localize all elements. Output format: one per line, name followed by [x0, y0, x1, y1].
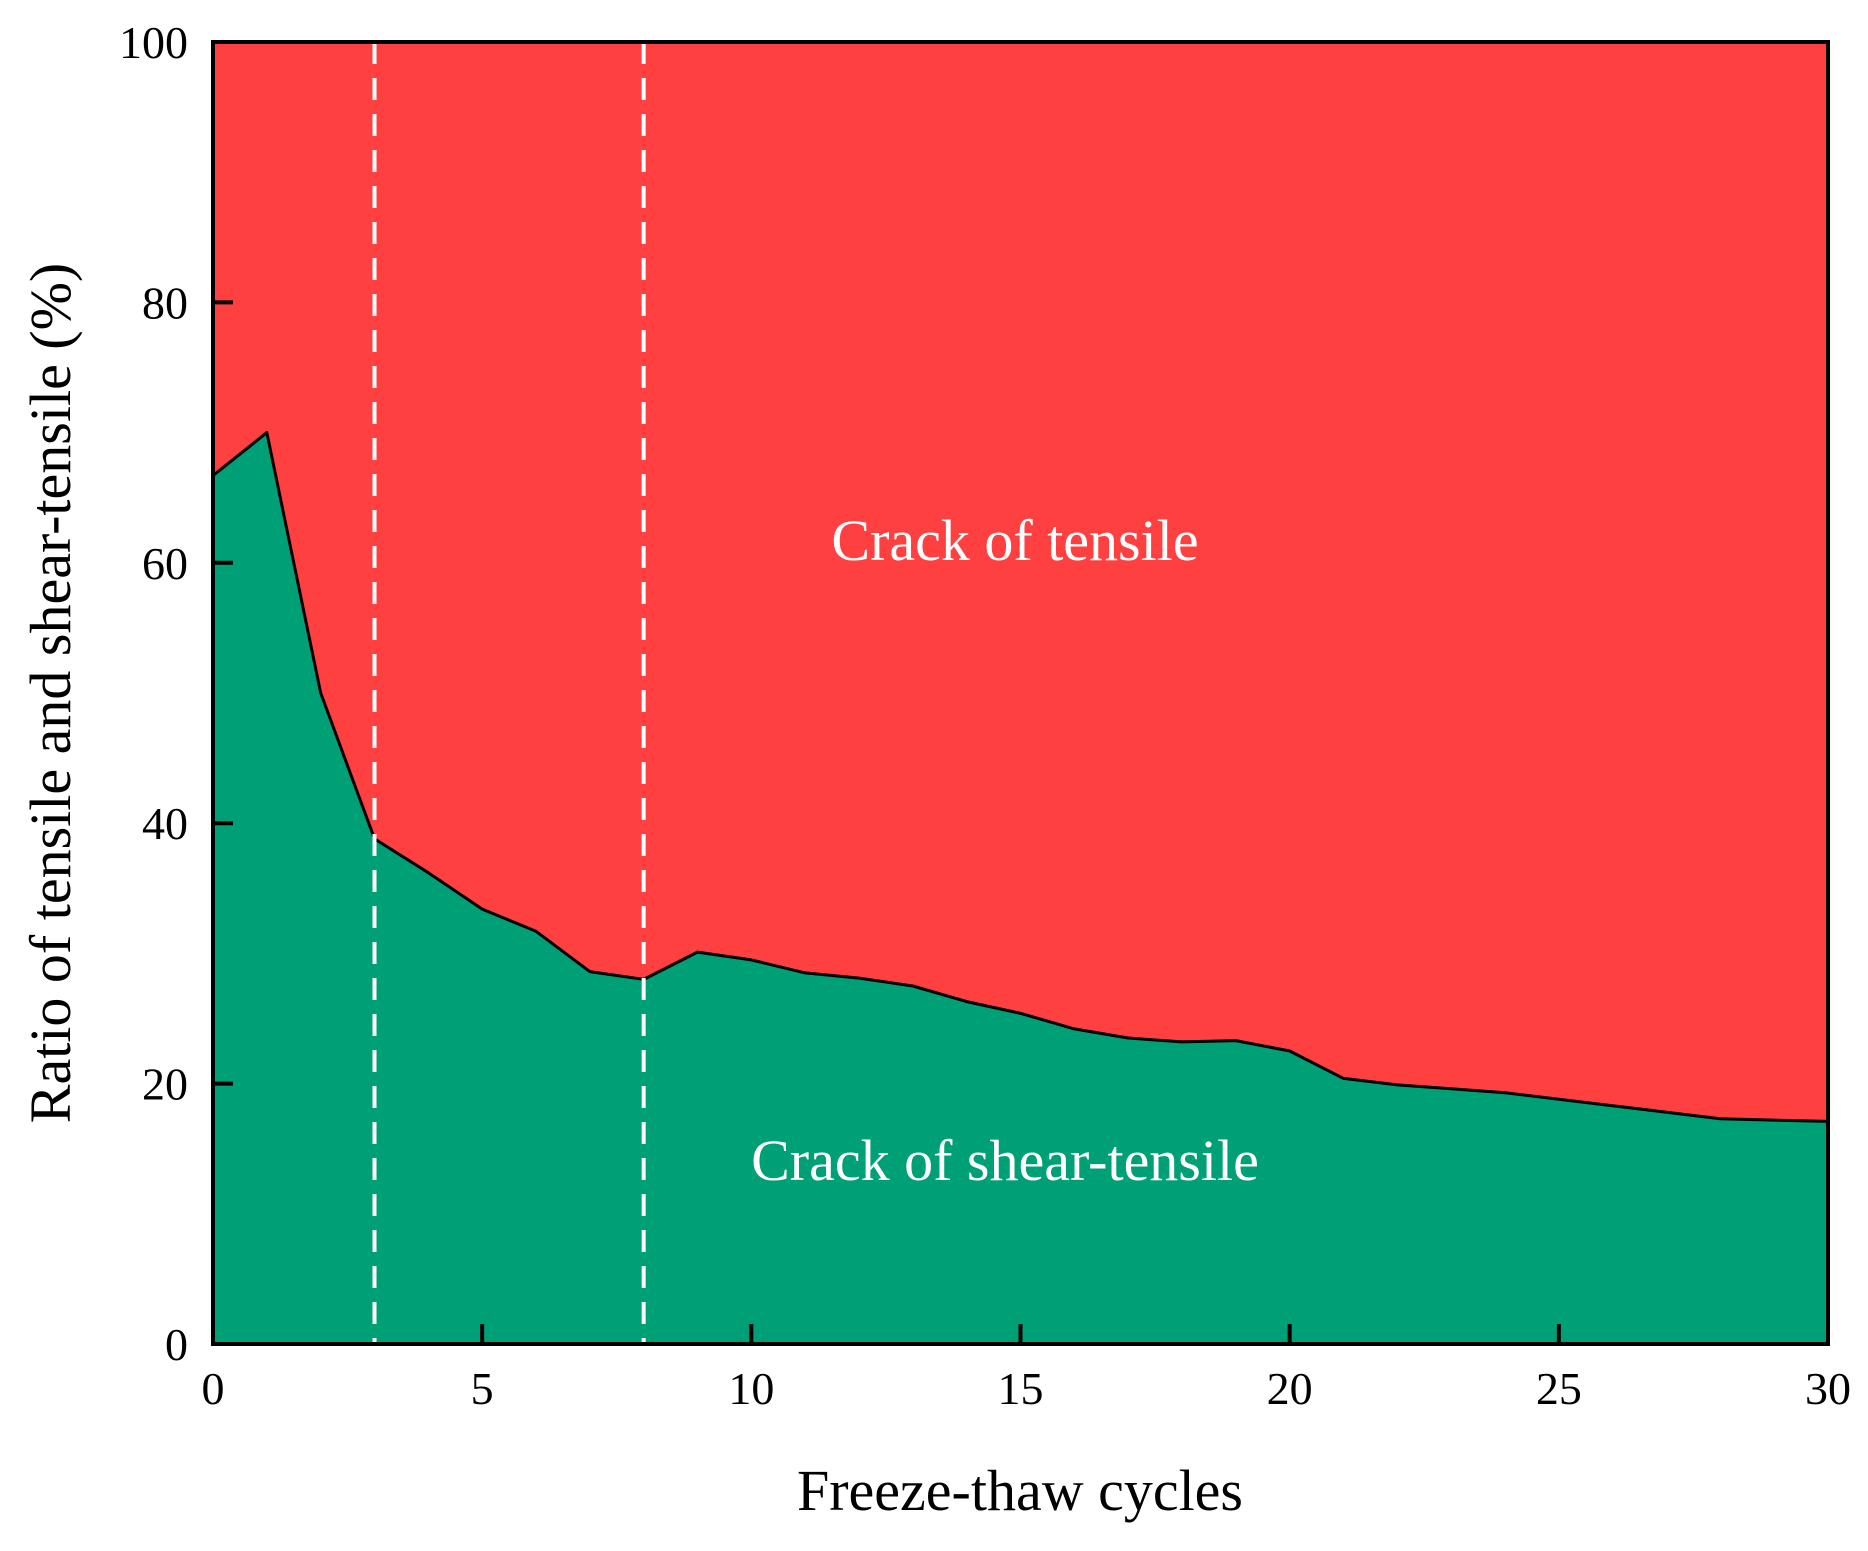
shear-tensile-region-label: Crack of shear-tensile	[751, 1128, 1259, 1193]
y-tick-label: 100	[119, 17, 188, 68]
x-tick-label: 10	[728, 1363, 774, 1414]
x-tick-label: 5	[471, 1363, 494, 1414]
x-tick-label: 25	[1536, 1363, 1582, 1414]
y-tick-label: 60	[142, 538, 188, 589]
x-tick-label: 20	[1267, 1363, 1313, 1414]
shear-tensile-area	[213, 432, 1828, 1345]
x-tick-label: 30	[1805, 1363, 1851, 1414]
axes: 0 5 10 15 20 25 30 0 20 40 60 80 100	[119, 17, 1851, 1414]
y-tick-label: 0	[165, 1319, 188, 1370]
y-tick-label: 20	[142, 1059, 188, 1110]
y-tick-label: 40	[142, 798, 188, 849]
x-tick-label: 0	[202, 1363, 225, 1414]
tensile-region-label: Crack of tensile	[831, 508, 1198, 573]
x-axis-title: Freeze-thaw cycles	[797, 1458, 1243, 1523]
y-tick-label: 80	[142, 277, 188, 328]
x-tick-label: 15	[998, 1363, 1044, 1414]
boundary-line	[212, 431, 1829, 1123]
plot-area	[212, 42, 1829, 1345]
divider-lines	[372, 42, 646, 1344]
y-axis-title: Ratio of tensile and shear-tensile (%)	[18, 263, 83, 1123]
